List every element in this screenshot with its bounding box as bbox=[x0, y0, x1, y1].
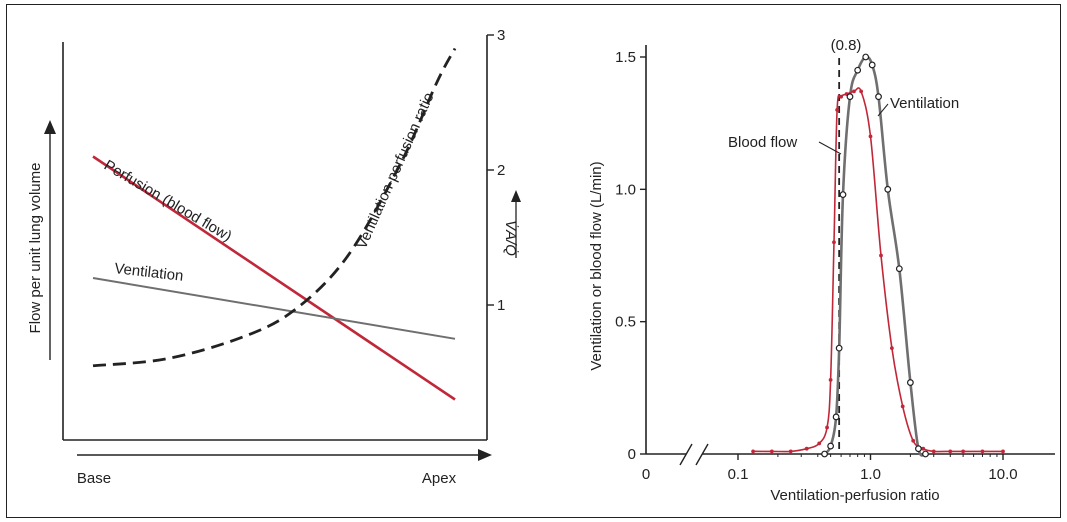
left-text: Flow per unit lung volume V̇A/Q̇ Base Ap… bbox=[27, 90, 519, 487]
left-y2-axis-label: V̇A/Q̇ bbox=[502, 220, 519, 256]
series-line-ventilation-left bbox=[92, 277, 456, 340]
left-x-tick-apex: Apex bbox=[422, 470, 457, 487]
series-label-perfusion: Perfusion (blood flow) bbox=[101, 157, 235, 245]
left-y2-tick-label-3: 3 bbox=[497, 27, 505, 44]
left-series bbox=[92, 47, 457, 401]
left-y2-tick-label-1: 1 bbox=[497, 297, 505, 314]
left-y-arrow-head bbox=[44, 120, 56, 134]
left-x-arrow-head bbox=[478, 449, 492, 461]
left-y2-arrow-head bbox=[511, 190, 521, 202]
left-y2-tick-label-2: 2 bbox=[497, 162, 505, 179]
figure-border bbox=[6, 4, 1061, 518]
left-x-tick-base: Base bbox=[77, 470, 111, 487]
chart-regional-flow: 1 2 3 Flow per unit lung volume V̇A/Q̇ Bas… bbox=[27, 27, 521, 487]
series-label-va-q-ratio: Ventilation-perfusion ratio bbox=[353, 90, 437, 252]
left-axes: 1 2 3 bbox=[44, 27, 521, 461]
left-y-axis-label: Flow per unit lung volume bbox=[27, 163, 44, 334]
series-line-perfusion bbox=[92, 155, 456, 401]
series-line-va-q-ratio bbox=[92, 47, 457, 368]
series-label-ventilation-left: Ventilation bbox=[114, 260, 185, 285]
